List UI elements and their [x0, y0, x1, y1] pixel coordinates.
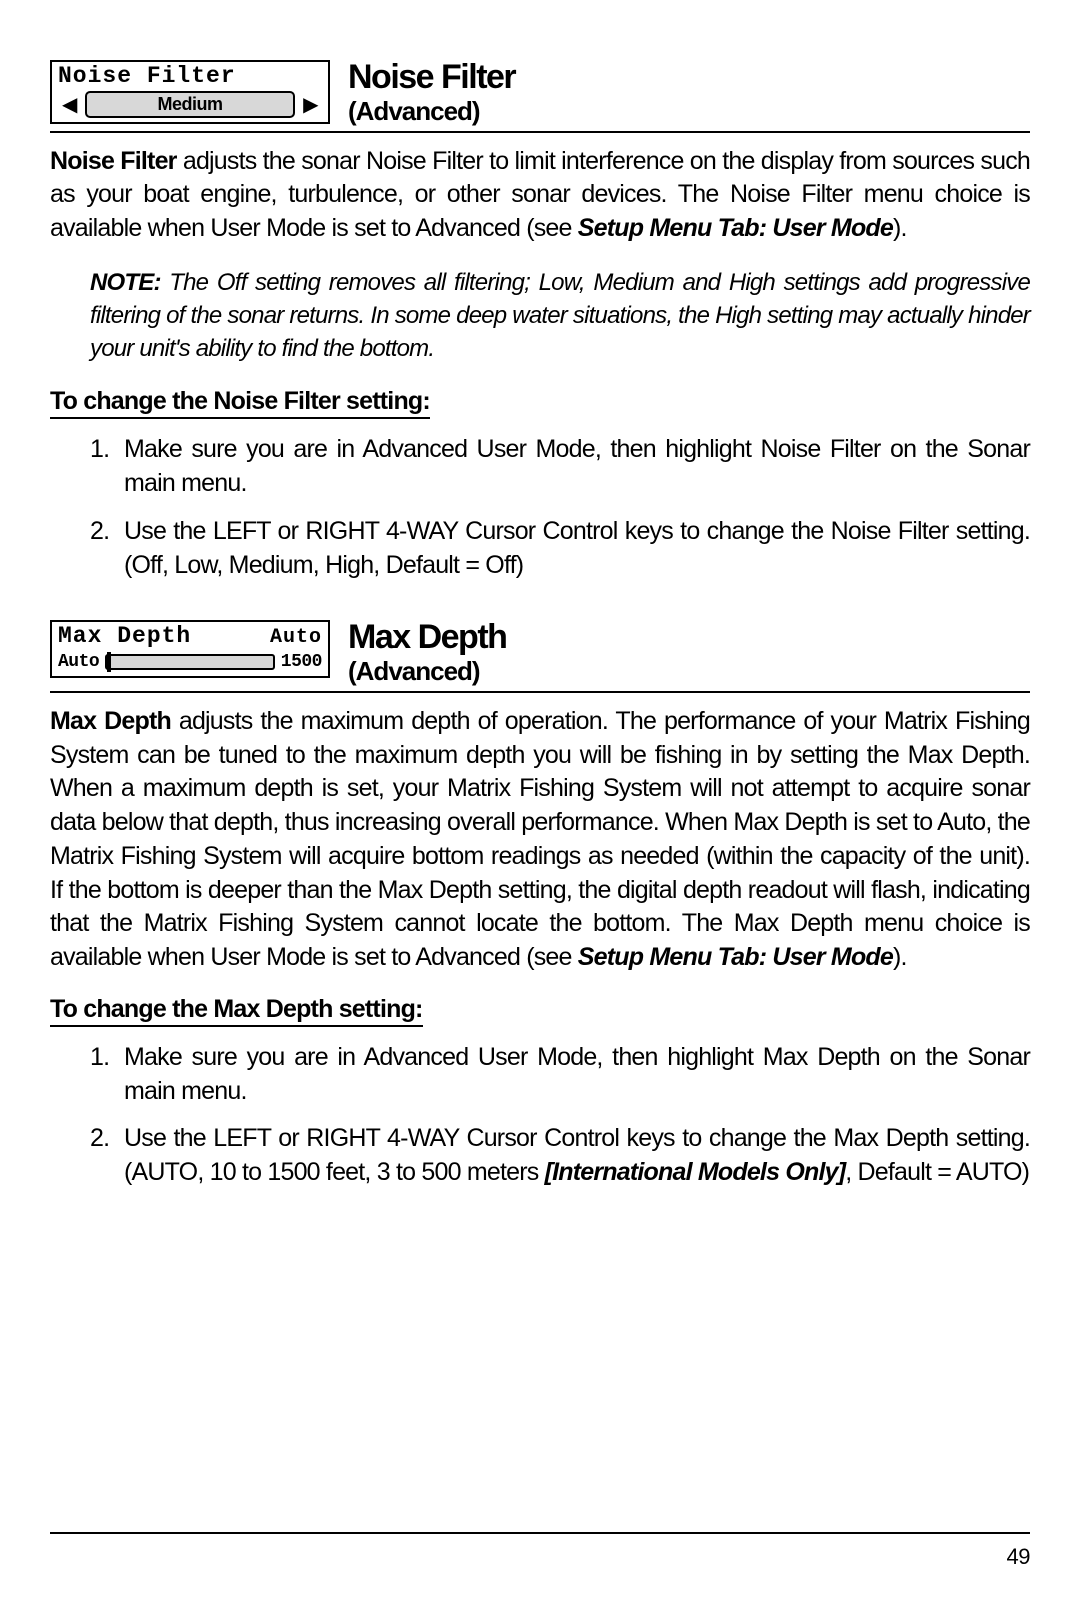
depth-slider[interactable] [105, 654, 275, 670]
max-depth-section: Max Depth Auto Auto 1500 Max Depth (Adva… [50, 620, 1030, 1190]
body-lead: Max Depth [50, 707, 171, 735]
step-number: 1. [90, 1041, 124, 1109]
heading-title: Noise Filter [348, 60, 515, 96]
noise-filter-steps: 1. Make sure you are in Advanced User Mo… [90, 433, 1030, 582]
widget-value: Auto [270, 627, 322, 649]
max-depth-header: Max Depth Auto Auto 1500 Max Depth (Adva… [50, 620, 1030, 693]
heading-subtitle: (Advanced) [348, 656, 506, 687]
noise-filter-body: Noise Filter adjusts the sonar Noise Fil… [50, 145, 1030, 246]
note-label: NOTE: [90, 269, 161, 296]
body-ital: Setup Menu Tab: User Mode [578, 943, 893, 971]
slider-min-label: Auto [58, 652, 102, 672]
max-depth-steps: 1. Make sure you are in Advanced User Mo… [90, 1041, 1030, 1190]
step2-ital: [International Models Only] [545, 1158, 846, 1186]
step-number: 1. [90, 433, 124, 501]
step-number: 2. [90, 1122, 124, 1190]
step-text: Make sure you are in Advanced User Mode,… [124, 433, 1030, 501]
body-ital: Setup Menu Tab: User Mode [578, 214, 893, 242]
step-1: 1. Make sure you are in Advanced User Mo… [90, 1041, 1030, 1109]
note-block: NOTE: The Off setting removes all filter… [90, 266, 1030, 365]
arrow-left-icon[interactable]: ◀ [58, 95, 81, 115]
slider-max-label: 1500 [278, 652, 322, 672]
step-text: Use the LEFT or RIGHT 4-WAY Cursor Contr… [124, 1122, 1030, 1190]
subhead-wrap: To change the Noise Filter setting: [50, 387, 1030, 433]
max-depth-subhead: To change the Max Depth setting: [50, 995, 423, 1027]
widget-title: Noise Filter [58, 64, 236, 89]
step-2: 2. Use the LEFT or RIGHT 4-WAY Cursor Co… [90, 1122, 1030, 1190]
body-lead: Noise Filter [50, 147, 177, 175]
noise-filter-widget: Noise Filter ◀ Medium ▶ [50, 60, 330, 124]
heading-title: Max Depth [348, 620, 506, 656]
page-number: 49 [1007, 1544, 1030, 1569]
subhead-wrap: To change the Max Depth setting: [50, 995, 1030, 1041]
body-tail: ). [893, 943, 907, 971]
heading-block: Noise Filter (Advanced) [348, 60, 515, 131]
step-text: Make sure you are in Advanced User Mode,… [124, 1041, 1030, 1109]
step2b: , Default = AUTO) [845, 1158, 1029, 1186]
heading-subtitle: (Advanced) [348, 96, 515, 127]
noise-filter-value[interactable]: Medium [85, 91, 295, 118]
step-1: 1. Make sure you are in Advanced User Mo… [90, 433, 1030, 501]
step-text: Use the LEFT or RIGHT 4-WAY Cursor Contr… [124, 515, 1030, 583]
max-depth-body: Max Depth adjusts the maximum depth of o… [50, 705, 1030, 975]
step-number: 2. [90, 515, 124, 583]
widget-title: Max Depth [58, 624, 191, 649]
body-tail: ). [893, 214, 907, 242]
noise-filter-header: Noise Filter ◀ Medium ▶ Noise Filter (Ad… [50, 60, 1030, 133]
slider-handle[interactable] [107, 652, 111, 672]
max-depth-widget: Max Depth Auto Auto 1500 [50, 620, 330, 677]
arrow-right-icon[interactable]: ▶ [299, 95, 322, 115]
noise-filter-section: Noise Filter ◀ Medium ▶ Noise Filter (Ad… [50, 60, 1030, 582]
body-rest: adjusts the maximum depth of operation. … [50, 707, 1030, 971]
heading-block: Max Depth (Advanced) [348, 620, 506, 691]
note-text: The Off setting removes all filtering; L… [90, 269, 1030, 362]
page-footer: 49 [50, 1532, 1030, 1570]
noise-filter-subhead: To change the Noise Filter setting: [50, 387, 430, 419]
step-2: 2. Use the LEFT or RIGHT 4-WAY Cursor Co… [90, 515, 1030, 583]
